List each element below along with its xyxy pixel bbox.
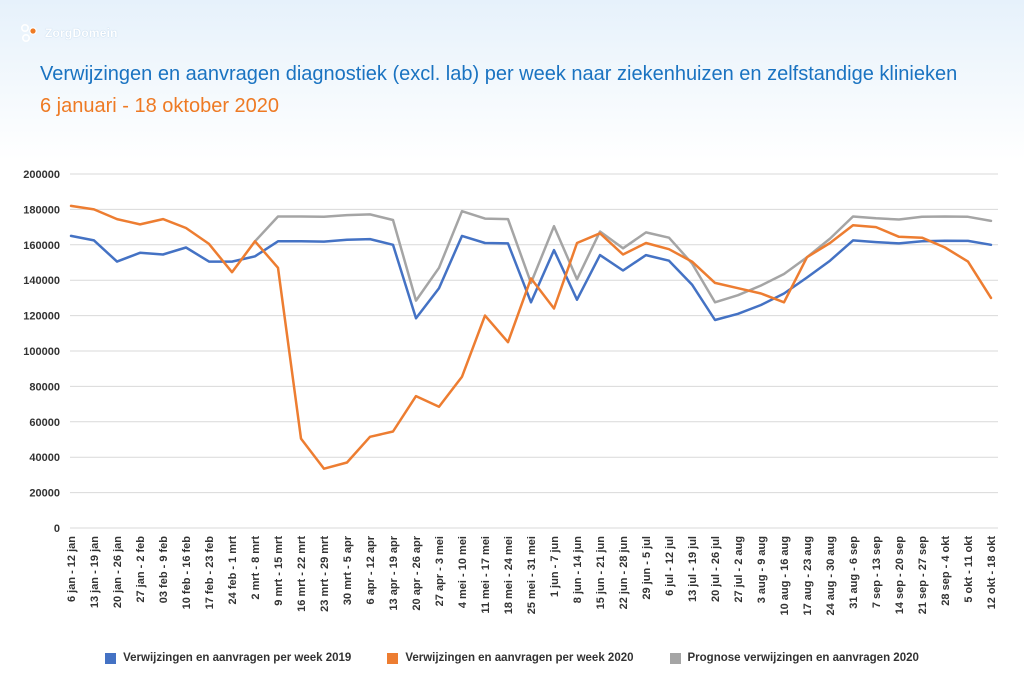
legend-label: Verwijzingen en aanvragen per week 2020 [405, 652, 634, 664]
legend-label: Prognose verwijzingen en aanvragen 2020 [687, 652, 919, 664]
x-tick-label: 20 apr - 26 apr [411, 535, 423, 610]
y-tick-label: 40000 [29, 452, 60, 464]
x-tick-label: 6 jul - 12 jul [664, 536, 676, 596]
x-tick-label: 30 mrt - 5 apr [342, 535, 354, 605]
x-tick-label: 29 jun - 5 jul [641, 536, 653, 600]
x-tick-label: 15 jun - 21 jun [595, 536, 607, 610]
x-tick-label: 17 aug - 23 aug [802, 536, 814, 615]
y-tick-label: 0 [54, 523, 60, 535]
y-tick-label: 80000 [29, 381, 60, 393]
x-tick-label: 8 jun - 14 jun [572, 536, 584, 604]
y-tick-label: 120000 [23, 311, 60, 323]
x-tick-label: 27 jan - 2 feb [135, 536, 147, 603]
x-tick-label: 28 sep - 4 okt [940, 536, 952, 606]
brand-logo: ZorgDomein [18, 22, 118, 44]
legend-item-2: Verwijzingen en aanvragen per week 2020 [387, 652, 634, 664]
x-tick-label: 22 jun - 28 jun [618, 536, 630, 610]
y-tick-label: 20000 [29, 488, 60, 500]
x-tick-label: 9 mrt - 15 mrt [273, 536, 285, 606]
legend-swatch [669, 652, 681, 664]
x-tick-label: 10 feb - 16 feb [181, 536, 193, 610]
x-tick-label: 27 jul - 2 aug [733, 536, 745, 603]
x-tick-label: 7 sep - 13 sep [871, 536, 883, 608]
y-tick-label: 60000 [29, 417, 60, 429]
x-tick-label: 5 okt - 11 okt [963, 536, 975, 603]
legend-label: Verwijzingen en aanvragen per week 2019 [123, 652, 352, 664]
x-tick-label: 31 aug - 6 sep [848, 536, 860, 609]
x-tick-label: 6 jan - 12 jan [66, 536, 78, 602]
x-tick-label: 25 mei - 31 mei [526, 536, 538, 614]
x-tick-label: 27 apr - 3 mei [434, 536, 446, 606]
x-tick-label: 13 jan - 19 jan [89, 536, 101, 608]
x-tick-label: 03 feb - 9 feb [158, 536, 170, 604]
x-tick-label: 11 mei - 17 mei [480, 536, 492, 614]
y-tick-label: 180000 [23, 204, 60, 216]
chart-legend: Verwijzingen en aanvragen per week 2019 V… [0, 652, 1024, 664]
chart-subtitle: 6 januari - 18 oktober 2020 [40, 95, 280, 117]
y-tick-label: 160000 [23, 240, 60, 252]
x-tick-label: 10 aug - 16 aug [779, 536, 791, 615]
x-tick-label: 16 mrt - 22 mrt [296, 536, 308, 612]
y-tick-label: 100000 [23, 346, 60, 358]
x-tick-label: 17 feb - 23 feb [204, 536, 216, 610]
x-tick-label: 14 sep - 20 sep [894, 536, 906, 615]
chart-header: Verwijzingen en aanvragen diagnostiek (e… [40, 58, 980, 121]
x-tick-label: 23 mrt - 29 mrt [319, 536, 331, 612]
line-chart: 0 20000 40000 60000 80000 100000 120000 140000 1… [23, 169, 998, 615]
brand-name: ZorgDomein [45, 26, 118, 40]
x-tick-label: 20 jan - 26 jan [112, 536, 124, 608]
x-tick-label: 18 mei - 24 mei [503, 536, 515, 614]
x-tick-label: 21 sep - 27 sep [917, 536, 929, 615]
legend-item-3: Prognose verwijzingen en aanvragen 2020 [669, 652, 919, 664]
x-tick-label: 13 jul - 19 jul [687, 536, 699, 602]
chart-title: Verwijzingen en aanvragen diagnostiek (e… [40, 63, 958, 85]
y-tick-label: 140000 [23, 275, 60, 287]
legend-swatch [105, 652, 117, 664]
x-tick-label: 1 jun - 7 jun [549, 536, 561, 597]
x-tick-label: 24 feb - 1 mrt [227, 536, 239, 605]
x-tick-label: 13 apr - 19 apr [388, 535, 400, 610]
legend-swatch [387, 652, 399, 664]
x-tick-label: 24 aug - 30 aug [825, 536, 837, 615]
x-tick-label: 3 aug - 9 aug [756, 536, 768, 603]
zorgdomein-logo-icon [20, 23, 37, 43]
x-tick-label: 20 jul - 26 jul [710, 536, 722, 602]
series-line-2 [69, 204, 993, 470]
series-line-3 [253, 209, 993, 304]
legend-item-1: Verwijzingen en aanvragen per week 2019 [105, 652, 351, 664]
x-tick-label: 6 apr - 12 apr [365, 535, 377, 604]
y-tick-label: 200000 [23, 169, 60, 181]
x-tick-label: 12 okt - 18 okt [986, 536, 998, 610]
x-tick-label: 4 mei - 10 mei [457, 536, 469, 608]
x-tick-label: 2 mrt - 8 mrt [250, 536, 262, 600]
